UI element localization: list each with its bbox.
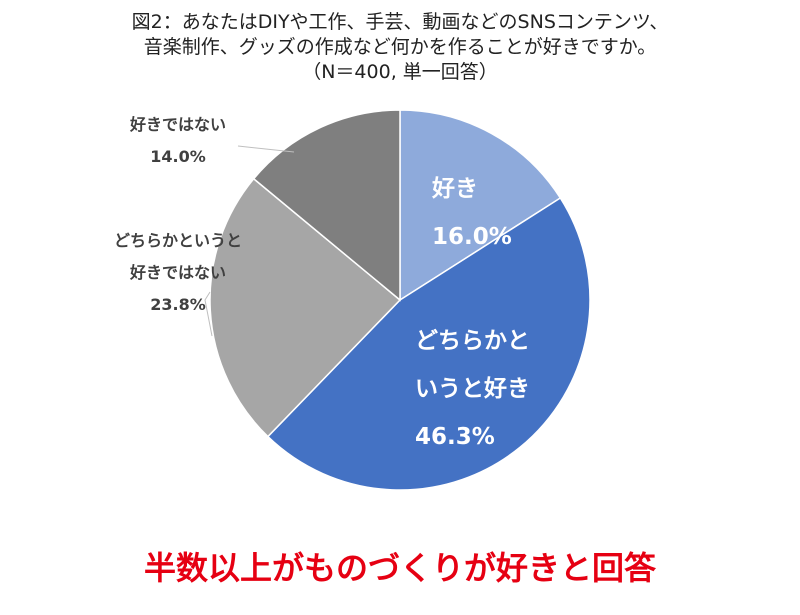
slice-category-label-2: どちらかと bbox=[415, 328, 530, 354]
chart-title: 図2：あなたはDIYや工作、手芸、動画などのSNSコンテンツ、 音楽制作、グッズの… bbox=[0, 10, 800, 85]
slice-category-label-2: いうと好き bbox=[415, 376, 530, 402]
slice-category-label-3: どちらかというと bbox=[114, 231, 242, 250]
slice-value-label-1: 16.0% bbox=[432, 224, 512, 250]
pie-slice-3 bbox=[209, 177, 402, 438]
slice-category-label-1: 好き bbox=[431, 176, 478, 202]
pie-slice-1 bbox=[399, 109, 562, 302]
headline: 半数以上がものづくりが好きと回答 bbox=[143, 549, 656, 587]
slice-value-label-4: 14.0% bbox=[150, 147, 206, 166]
title-line-1: 図2：あなたはDIYや工作、手芸、動画などのSNSコンテンツ、 bbox=[131, 11, 669, 33]
pie-slice-4 bbox=[252, 109, 401, 302]
slice-value-label-2: 46.3% bbox=[415, 424, 495, 450]
slice-category-label-3: 好きではない bbox=[129, 263, 226, 282]
title-line-2: 音楽制作、グッズの作成など何かを作ることが好きですか。 bbox=[143, 36, 657, 58]
leader-line-3 bbox=[204, 291, 213, 337]
pie-slice-2 bbox=[266, 196, 591, 491]
leader-line-4 bbox=[237, 145, 295, 153]
slice-category-label-4: 好きではない bbox=[129, 115, 226, 134]
slice-value-label-3: 23.8% bbox=[150, 295, 206, 314]
title-line-3: （N＝400, 単一回答） bbox=[302, 61, 498, 83]
